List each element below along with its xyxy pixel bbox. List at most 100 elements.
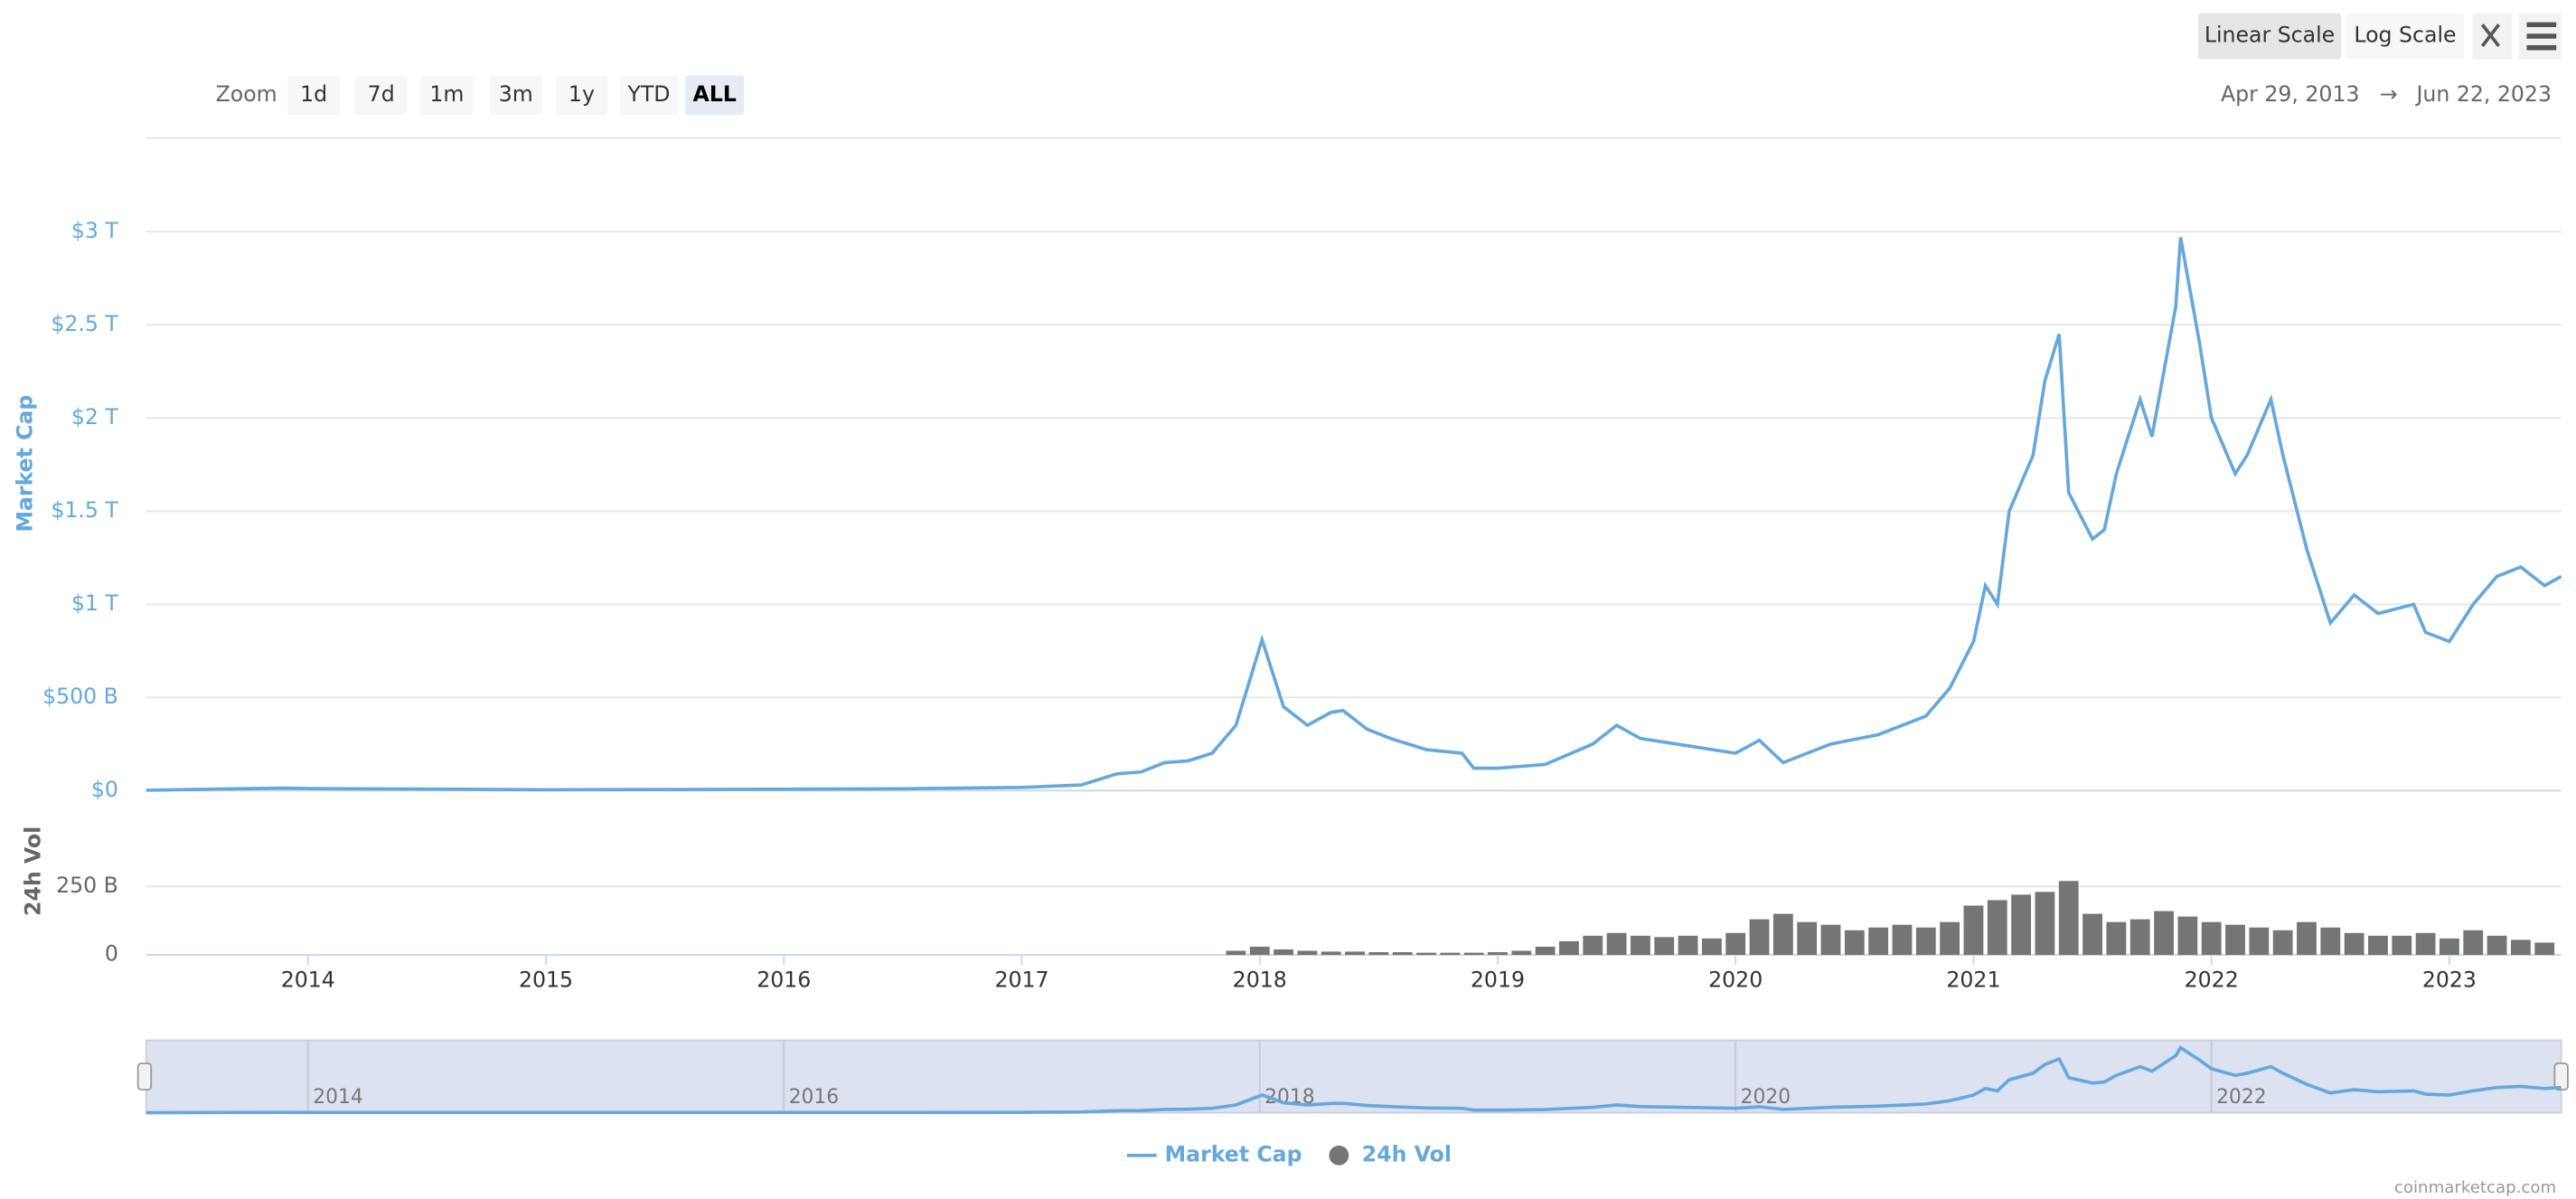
navigator-label: 2014 [313, 1086, 362, 1109]
y-tick-label: $0 [91, 777, 118, 802]
zoom-button-label[interactable]: 1d [300, 81, 327, 107]
y-tick-label: $2 T [71, 404, 119, 430]
x-tick-label: 2020 [1708, 968, 1763, 993]
volume-bar [1820, 924, 1841, 956]
y-tick-label: 0 [105, 941, 118, 967]
volume-bar [2177, 916, 2198, 956]
navigator-handle[interactable] [2553, 1062, 2569, 1091]
volume-bar [1249, 946, 1270, 956]
volume-bar [2201, 921, 2222, 956]
volume-bar [1559, 940, 1579, 956]
market-cap-line [146, 237, 2562, 792]
volume-bar [1940, 921, 1960, 956]
volume-bar [2249, 927, 2270, 956]
volume-bar [2011, 894, 2031, 956]
x-tick-label: 2019 [1471, 968, 1525, 993]
zoom-button[interactable] [287, 75, 341, 116]
zoom-button[interactable] [420, 75, 474, 116]
volume-bar [1749, 919, 1770, 956]
volume-bar [1583, 935, 1603, 956]
y-tick-label: $1 T [71, 590, 119, 616]
zoom-button[interactable] [489, 75, 542, 116]
x-tick-label: 2021 [1946, 968, 2000, 993]
volume-bar [2058, 881, 2079, 956]
volume-bar [1297, 950, 1318, 956]
volume-bar [1631, 935, 1650, 956]
x-tick-label: 2017 [994, 968, 1048, 993]
legend-symbol [1329, 1145, 1349, 1166]
volume-bar [1606, 932, 1627, 956]
zoom-button[interactable] [354, 75, 408, 116]
navigator-line [146, 1045, 2562, 1115]
volume-bar [1725, 932, 1746, 956]
y-tick-label: $500 B [42, 684, 118, 709]
zoom-button-label[interactable]: 1y [569, 81, 595, 107]
scale-button[interactable] [2197, 13, 2342, 60]
navigator-handle[interactable] [136, 1062, 153, 1091]
y-axis-title: Market Cap [13, 395, 38, 533]
volume-bar [1226, 950, 1246, 956]
volume-bar [1701, 938, 1722, 956]
volume-bar [1511, 950, 1532, 956]
zoom-button-label[interactable]: YTD [626, 81, 670, 107]
volume-bar [1368, 952, 1389, 956]
volume-bar [1345, 951, 1365, 956]
scale-button[interactable] [2346, 13, 2465, 60]
legend-label[interactable]: Market Cap [1165, 1141, 1302, 1166]
legend-label[interactable]: 24h Vol [1362, 1141, 1452, 1166]
fullscreen-button[interactable] [2472, 13, 2513, 60]
volume-bar [2106, 921, 2127, 956]
navigator-label: 2016 [789, 1086, 839, 1109]
volume-bar [1678, 935, 1698, 956]
zoom-button[interactable] [619, 75, 679, 116]
volume-bar [1440, 952, 1461, 956]
volume-bar [1463, 952, 1484, 956]
zoom-button[interactable] [555, 75, 608, 116]
range-arrow: → [2380, 81, 2398, 107]
volume-bar [1654, 937, 1675, 956]
credit: coinmarketcap.com [2394, 1178, 2556, 1197]
volume-bar [2415, 932, 2436, 956]
volume-bar [2035, 892, 2055, 956]
volume-bar [1392, 952, 1413, 956]
volume-bar [1416, 952, 1436, 956]
volume-bar [1868, 927, 1889, 956]
volume-bar [1892, 924, 1913, 956]
volume-bar [2320, 927, 2341, 956]
y-tick-label: $2.5 T [51, 311, 118, 336]
volume-bar [1915, 927, 1936, 956]
scale-button-label[interactable]: Log Scale [2354, 23, 2456, 48]
x-tick-label: 2016 [757, 968, 811, 993]
volume-bar [1844, 930, 1865, 956]
zoom-button-label[interactable]: ALL [692, 81, 736, 107]
zoom-button[interactable] [684, 75, 745, 116]
volume-bar [2082, 913, 2102, 956]
volume-bar [2129, 919, 2150, 956]
range-from: Apr 29, 2013 [2221, 81, 2359, 107]
zoom-button-label[interactable]: 1m [429, 81, 464, 107]
volume-bar [2487, 935, 2507, 956]
volume-bar [1535, 946, 1556, 956]
volume-bar [1772, 913, 1793, 956]
menu-button[interactable] [2518, 13, 2562, 60]
volume-bar [2297, 921, 2317, 956]
volume-bar [2534, 942, 2555, 956]
scale-button-label[interactable]: Linear Scale [2205, 23, 2335, 48]
volume-bar [1488, 952, 1508, 956]
volume-bar [2225, 924, 2245, 956]
x-tick-label: 2014 [281, 968, 335, 993]
volume-bar [2344, 932, 2364, 956]
volume-bar [1321, 951, 1341, 956]
volume-bar [2272, 930, 2293, 956]
volume-bar [1274, 949, 1293, 956]
volume-bar [1797, 921, 1818, 956]
zoom-button-label[interactable]: 3m [499, 81, 533, 107]
volume-bar [1963, 905, 1984, 956]
volume-bar [1987, 900, 2007, 956]
x-tick-label: 2023 [2422, 968, 2477, 993]
navigator-label: 2020 [1741, 1086, 1791, 1109]
x-tick-label: 2022 [2185, 968, 2239, 993]
zoom-button-label[interactable]: 7d [368, 81, 395, 107]
